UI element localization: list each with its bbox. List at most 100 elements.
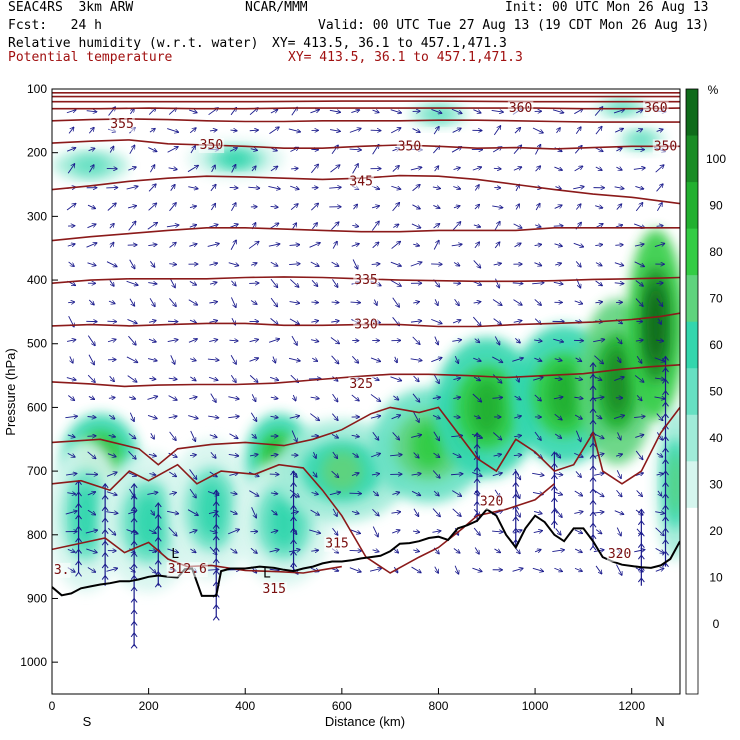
wind-vector xyxy=(514,128,520,134)
wind-vector xyxy=(349,567,361,572)
wind-vector xyxy=(616,337,621,343)
updraft-arrowhead xyxy=(290,504,297,510)
wind-vector xyxy=(250,263,257,265)
wind-vector xyxy=(574,414,582,419)
wind-vector xyxy=(372,509,378,515)
colorbar-tick-label: 50 xyxy=(709,385,723,399)
wind-vector xyxy=(310,340,318,342)
contour-label: 315 xyxy=(262,582,285,597)
wind-vector xyxy=(66,378,76,380)
theta-contour-340 xyxy=(52,227,680,242)
wind-vector xyxy=(332,451,338,458)
contour-label-bg xyxy=(109,117,135,133)
wind-vector xyxy=(615,245,623,246)
wind-vector xyxy=(554,378,562,379)
wind-vector xyxy=(310,164,318,174)
wind-vector xyxy=(654,378,664,379)
wind-vector xyxy=(372,550,379,552)
updraft-arrowhead xyxy=(551,519,558,526)
wind-vector xyxy=(574,146,582,154)
updraft-arrowhead xyxy=(154,536,162,542)
wind-vector xyxy=(431,109,441,113)
wind-vector xyxy=(390,109,401,113)
wind-vector xyxy=(270,110,278,114)
wind-vector xyxy=(613,110,624,114)
wind-vector xyxy=(148,108,156,115)
wind-vector xyxy=(393,548,399,553)
wind-vector xyxy=(616,148,621,151)
wind-vector xyxy=(552,550,564,552)
wind-vector xyxy=(229,473,237,475)
updraft-arrowhead xyxy=(290,527,297,533)
wind-vector xyxy=(106,261,117,267)
updraft-arrowhead xyxy=(290,550,297,556)
wind-vector xyxy=(595,263,602,266)
wind-vector xyxy=(209,263,217,265)
wind-vector xyxy=(513,321,522,323)
wind-vector xyxy=(311,358,317,361)
contour-label-bg xyxy=(652,139,679,155)
updraft-arrowhead xyxy=(290,561,297,568)
wind-vector xyxy=(168,395,177,400)
wind-vector xyxy=(170,355,175,364)
wind-vector xyxy=(654,357,665,362)
wind-vector xyxy=(492,299,502,305)
extremum-marker: L xyxy=(263,567,271,582)
wind-vector xyxy=(87,492,96,496)
updraft-arrowhead xyxy=(662,367,669,373)
wind-vector xyxy=(148,283,156,284)
wind-vector xyxy=(392,530,399,533)
wind-vector xyxy=(614,129,623,133)
updraft-arrowhead xyxy=(290,470,297,476)
wind-vector xyxy=(452,222,460,231)
wind-vector xyxy=(473,358,481,361)
wind-vector xyxy=(534,340,542,341)
updraft-arrowhead xyxy=(662,470,669,476)
wind-vector xyxy=(65,416,77,418)
contour-label: 360 xyxy=(509,101,532,116)
colorbar-tick-label: 80 xyxy=(709,245,723,259)
updraft-arrowhead xyxy=(589,465,597,471)
wind-vector xyxy=(310,413,319,421)
wind-vector xyxy=(311,149,318,150)
wind-vector xyxy=(553,474,563,475)
contour-label: 3. xyxy=(54,563,70,578)
wind-vector xyxy=(88,128,94,134)
wind-vector xyxy=(410,321,422,322)
wind-vector xyxy=(574,397,582,398)
wind-vector xyxy=(516,204,519,210)
wind-vector xyxy=(169,264,176,265)
updraft-arrowhead xyxy=(551,474,558,480)
wind-vector xyxy=(432,470,440,478)
wind-vector xyxy=(432,187,440,189)
wind-vector xyxy=(106,568,117,572)
wind-vector xyxy=(331,470,339,477)
wind-vector xyxy=(574,166,583,172)
wind-vector xyxy=(555,528,561,534)
wind-vector xyxy=(168,416,177,418)
updraft-arrowhead xyxy=(662,412,669,419)
updraft-arrowhead xyxy=(130,609,138,615)
wind-vector xyxy=(535,204,540,211)
wind-vector xyxy=(148,529,156,533)
wind-vector xyxy=(351,110,359,113)
updraft-arrowhead xyxy=(473,489,481,495)
wind-vector xyxy=(372,206,379,208)
wind-vector xyxy=(148,244,156,245)
wind-vector xyxy=(107,527,115,535)
wind-vector xyxy=(616,564,621,576)
wind-vector xyxy=(634,244,644,246)
wind-vector xyxy=(249,454,258,456)
updraft-arrowhead xyxy=(512,470,520,476)
wind-vector xyxy=(127,375,137,382)
wind-vector xyxy=(126,356,138,362)
wind-vector xyxy=(514,338,520,342)
wind-vector xyxy=(290,185,299,189)
wind-vector xyxy=(189,530,196,533)
wind-vector xyxy=(149,165,154,173)
updraft-arrowhead xyxy=(637,531,645,537)
wind-vector xyxy=(231,280,235,286)
updraft-arrowhead xyxy=(589,384,597,391)
updraft-arrowhead xyxy=(589,362,597,368)
